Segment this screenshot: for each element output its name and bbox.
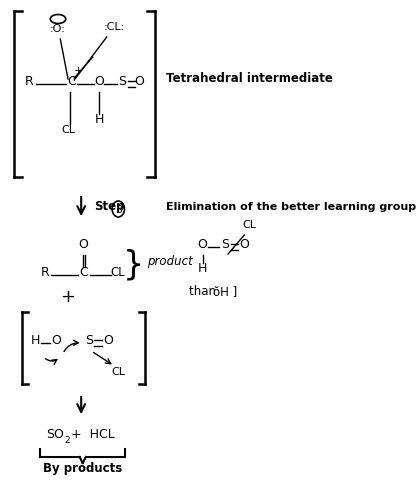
Text: R: R bbox=[40, 266, 49, 279]
Text: S: S bbox=[85, 333, 93, 346]
Text: H: H bbox=[94, 113, 104, 126]
Text: S: S bbox=[118, 75, 126, 88]
Text: +: + bbox=[73, 66, 83, 76]
Text: C: C bbox=[79, 266, 88, 279]
Text: 3: 3 bbox=[115, 204, 122, 214]
Text: product: product bbox=[147, 255, 193, 268]
Text: O: O bbox=[239, 237, 249, 250]
Text: O: O bbox=[52, 333, 62, 346]
Text: :O:: :O: bbox=[50, 24, 66, 34]
Text: +  HCL: + HCL bbox=[71, 427, 115, 440]
Text: }: } bbox=[122, 248, 144, 281]
Text: CL: CL bbox=[110, 266, 125, 279]
Text: CL: CL bbox=[61, 125, 75, 135]
Text: :CL:: :CL: bbox=[104, 22, 125, 32]
Text: H: H bbox=[31, 333, 40, 346]
Text: SO: SO bbox=[47, 427, 64, 440]
Text: CL: CL bbox=[243, 219, 257, 229]
Text: H: H bbox=[198, 262, 207, 275]
Text: than: than bbox=[189, 285, 220, 298]
Text: +: + bbox=[61, 288, 76, 306]
Text: S: S bbox=[221, 237, 229, 250]
Text: O: O bbox=[79, 237, 89, 250]
Text: C: C bbox=[67, 75, 76, 88]
Text: O: O bbox=[134, 75, 144, 88]
Text: By products: By products bbox=[43, 461, 122, 474]
Text: CL: CL bbox=[111, 366, 125, 376]
Text: O: O bbox=[103, 333, 113, 346]
Text: 2: 2 bbox=[64, 435, 70, 444]
Text: R: R bbox=[25, 75, 34, 88]
Text: Elimination of the better learning group: Elimination of the better learning group bbox=[166, 201, 416, 211]
Text: ŏH ]: ŏH ] bbox=[213, 285, 237, 298]
Text: O: O bbox=[198, 237, 208, 250]
Text: O: O bbox=[94, 75, 104, 88]
Text: Step: Step bbox=[94, 199, 125, 212]
Text: Tetrahedral intermediate: Tetrahedral intermediate bbox=[166, 72, 333, 85]
